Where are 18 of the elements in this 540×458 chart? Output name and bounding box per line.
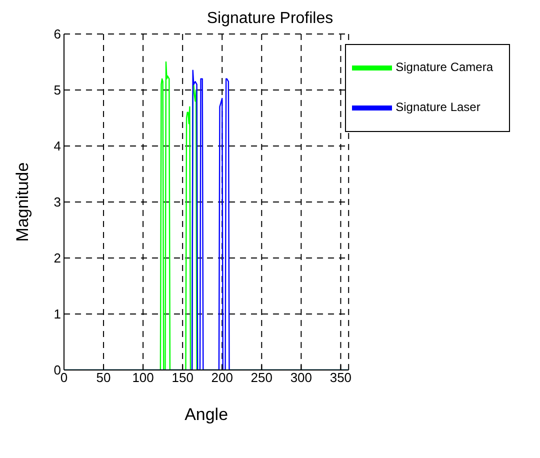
- y-tick-label: 3: [54, 194, 61, 210]
- y-tick-label: 5: [54, 82, 61, 98]
- chart-title: Signature Profiles: [206, 10, 334, 28]
- y-tick-label: 4: [54, 138, 61, 154]
- y-tick-label: 6: [54, 26, 61, 42]
- y-tick-label: 1: [54, 306, 61, 322]
- legend-label: Signature Laser: [396, 100, 480, 114]
- x-tick-label: 50: [96, 370, 111, 386]
- legend-label: Signature Camera: [396, 60, 493, 74]
- x-tick-label: 100: [132, 370, 154, 386]
- y-tick-label: 2: [54, 250, 61, 266]
- x-tick-label: 150: [172, 370, 194, 386]
- x-tick-label: 200: [211, 370, 233, 386]
- x-tick-label: 350: [330, 370, 352, 386]
- x-axis-title: Angle: [184, 405, 228, 424]
- x-tick-label: 300: [290, 370, 312, 386]
- y-axis-title: Magnitude: [13, 162, 32, 242]
- x-tick-label: 250: [250, 370, 272, 386]
